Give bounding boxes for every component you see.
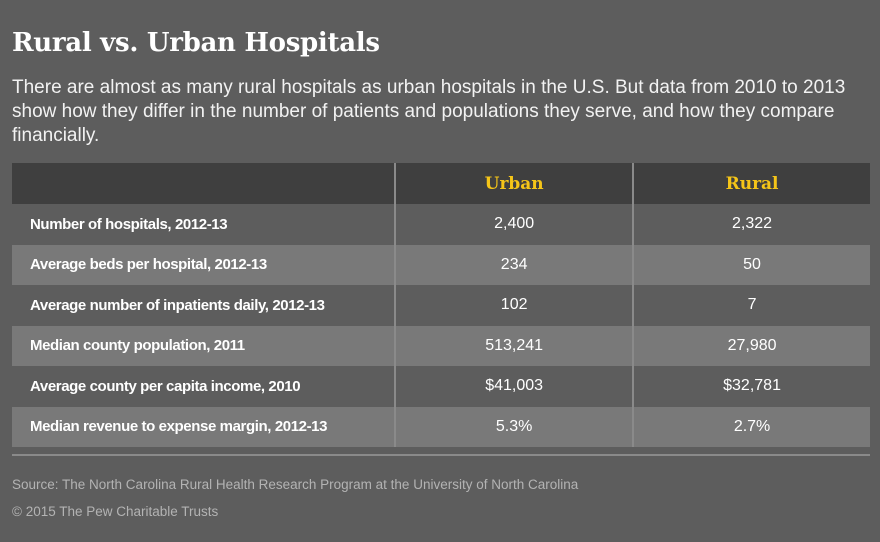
column-header-empty xyxy=(12,163,396,204)
rural-value: 2.7% xyxy=(632,406,870,447)
table-row: Average number of inpatients daily, 2012… xyxy=(12,285,870,326)
table-row: Number of hospitals, 2012-13 2,400 2,322 xyxy=(12,204,870,245)
urban-value: 5.3% xyxy=(394,406,634,447)
row-label: Median county population, 2011 xyxy=(12,325,396,366)
row-label: Average county per capita income, 2010 xyxy=(12,366,396,407)
copyright-note: © 2015 The Pew Charitable Trusts xyxy=(12,504,219,519)
urban-value: 234 xyxy=(394,244,634,285)
table-row: Median county population, 2011 513,241 2… xyxy=(12,325,870,366)
source-note: Source: The North Carolina Rural Health … xyxy=(12,477,579,492)
rural-value: $32,781 xyxy=(632,366,870,407)
subtitle: There are almost as many rural hospitals… xyxy=(12,77,846,146)
urban-value: 513,241 xyxy=(394,325,634,366)
page-title: Rural vs. Urban Hospitals xyxy=(12,28,380,58)
comparison-table: Urban Rural Number of hospitals, 2012-13… xyxy=(12,163,870,447)
row-label: Number of hospitals, 2012-13 xyxy=(12,204,396,245)
rural-value: 7 xyxy=(632,285,870,326)
table-row: Average beds per hospital, 2012-13 234 5… xyxy=(12,244,870,285)
table-row: Average county per capita income, 2010 $… xyxy=(12,366,870,407)
table-row: Median revenue to expense margin, 2012-1… xyxy=(12,406,870,447)
rural-value: 27,980 xyxy=(632,325,870,366)
row-label: Average beds per hospital, 2012-13 xyxy=(12,244,396,285)
row-label: Average number of inpatients daily, 2012… xyxy=(12,285,396,326)
rural-value: 2,322 xyxy=(632,204,870,245)
urban-value: 102 xyxy=(394,285,634,326)
table-header-row: Urban Rural xyxy=(12,163,870,204)
urban-value: 2,400 xyxy=(394,204,634,245)
rural-value: 50 xyxy=(632,244,870,285)
column-header-rural: Rural xyxy=(632,163,870,204)
urban-value: $41,003 xyxy=(394,366,634,407)
column-header-urban: Urban xyxy=(394,163,634,204)
row-label: Median revenue to expense margin, 2012-1… xyxy=(12,406,396,447)
table-bottom-rule xyxy=(12,454,870,456)
